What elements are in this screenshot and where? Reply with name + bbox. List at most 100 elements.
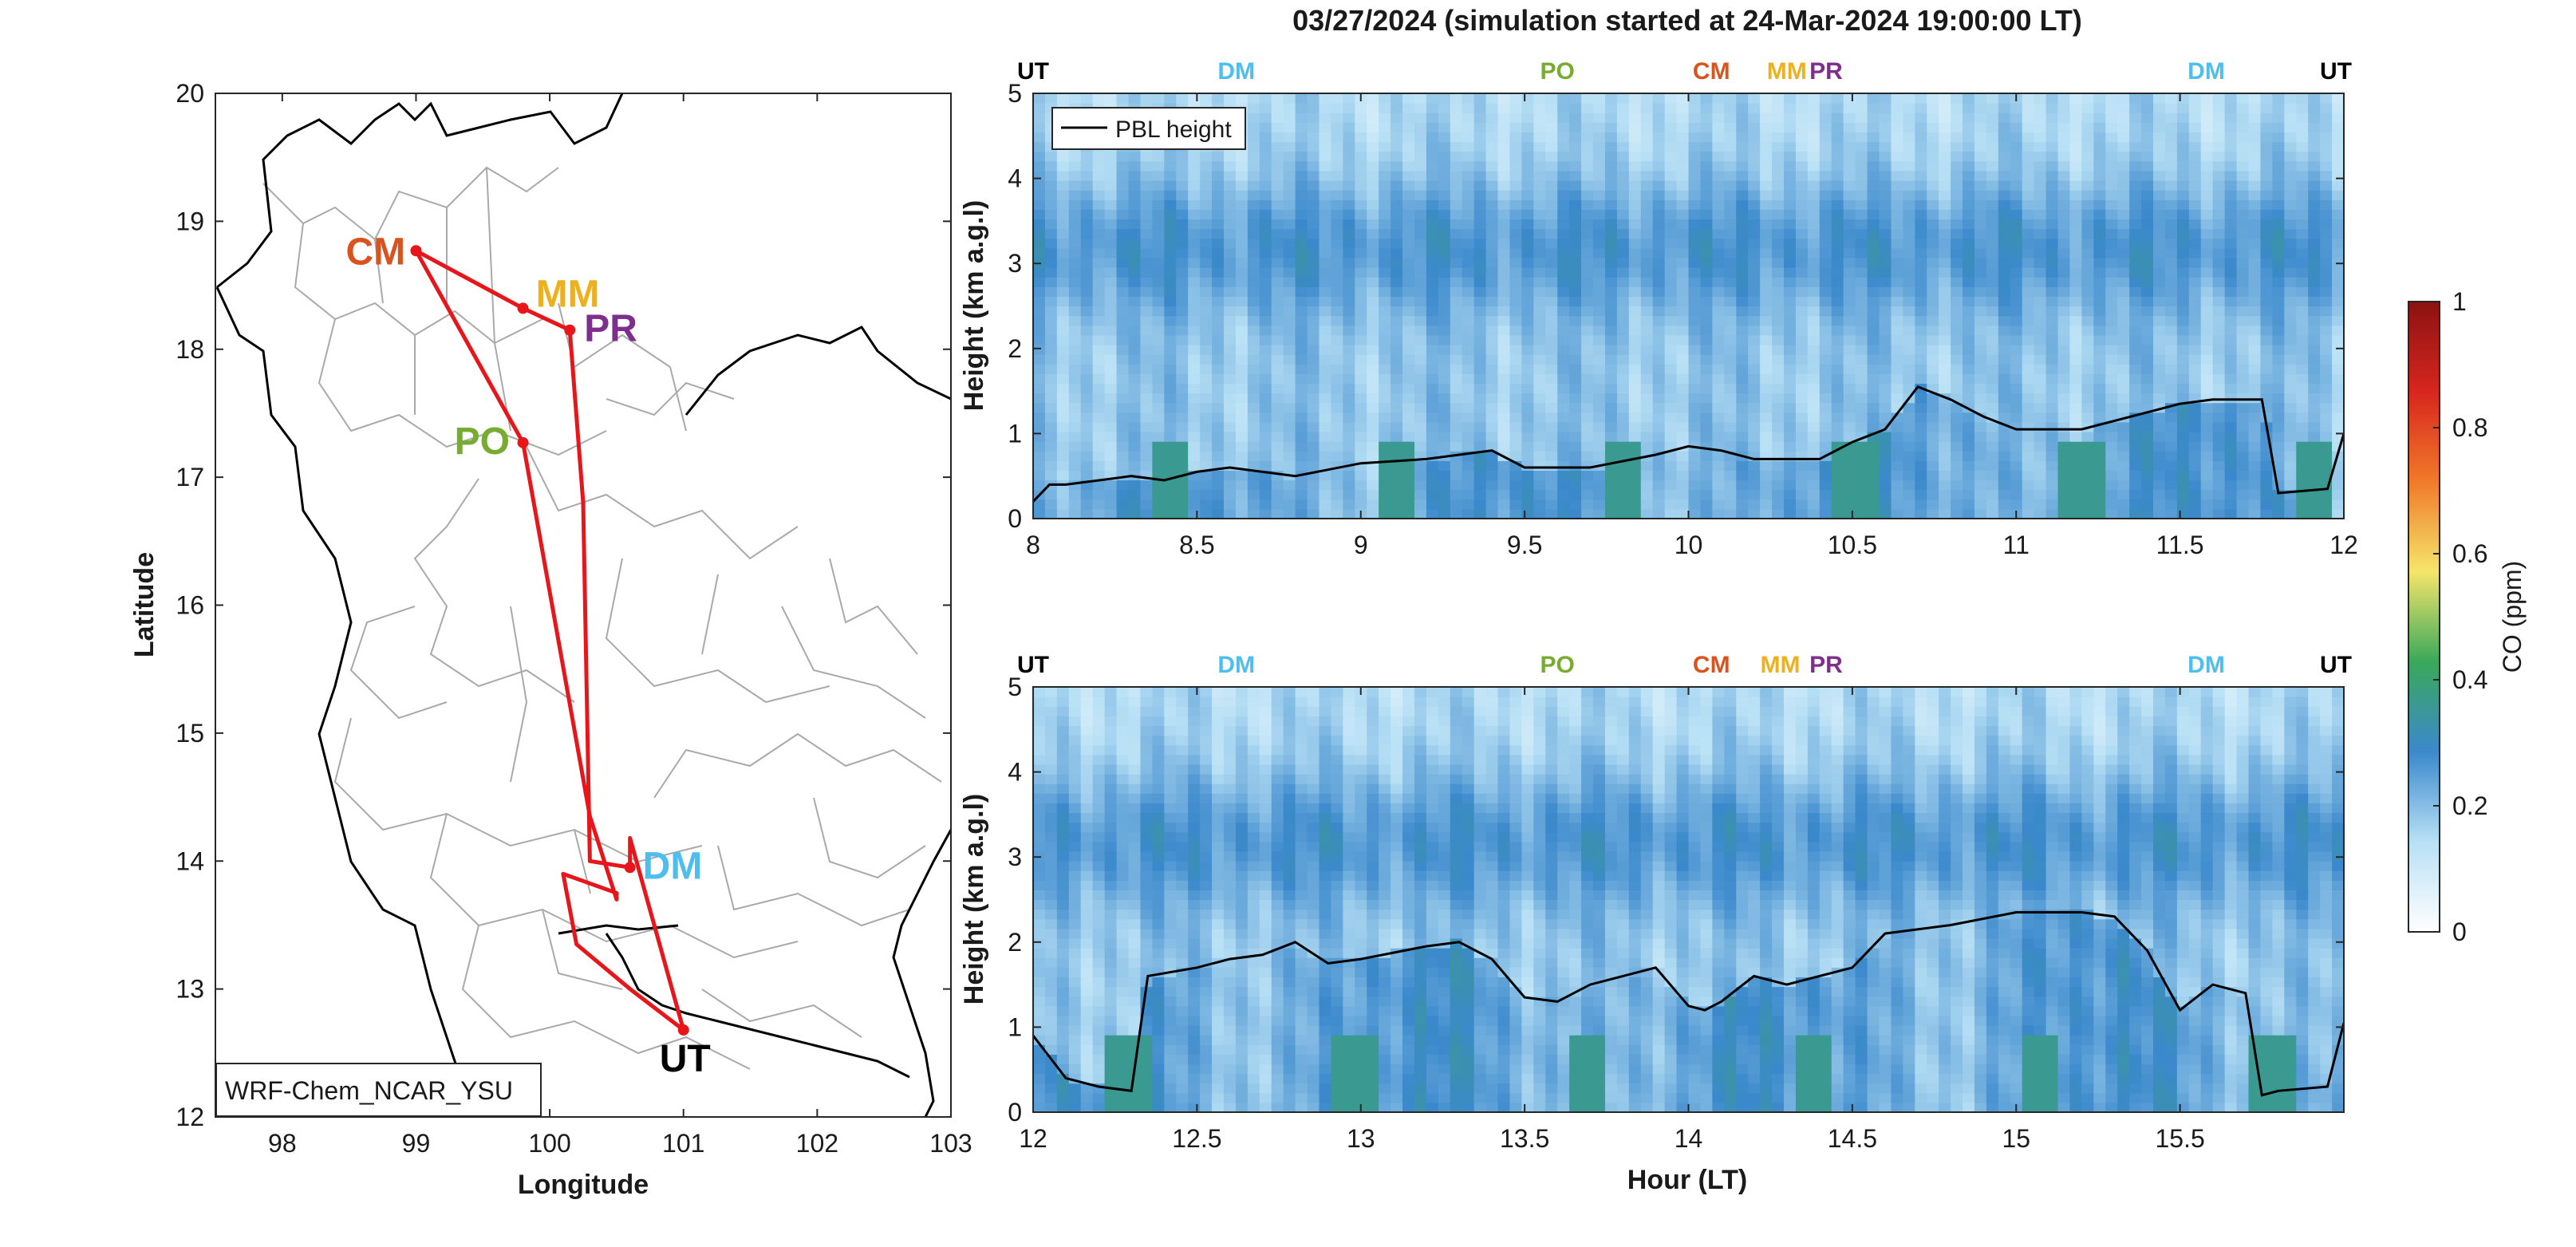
heatmap-cell xyxy=(1283,257,1296,268)
heatmap-cell xyxy=(1128,325,1142,336)
heatmap-cell xyxy=(1188,190,1201,200)
heatmap-cell xyxy=(1736,180,1749,191)
heatmap-cell xyxy=(2093,315,2106,326)
heatmap-cell xyxy=(1581,267,1594,278)
heatmap-cell xyxy=(1819,296,1832,307)
heatmap-cell xyxy=(1402,508,1415,519)
heatmap-cell xyxy=(1104,354,1118,365)
heatmap-cell xyxy=(2200,190,2214,200)
heatmap-cell xyxy=(1819,315,1832,326)
heatmap-cell xyxy=(1974,267,1987,278)
heatmap-cell xyxy=(1927,238,1939,249)
heatmap-cell xyxy=(1068,267,1082,278)
heatmap-cell xyxy=(1056,373,1070,385)
heatmap-cell xyxy=(1414,412,1427,423)
heatmap-cell xyxy=(1652,93,1666,104)
heatmap-cell xyxy=(1664,421,1678,432)
heatmap-cell xyxy=(1033,421,1046,432)
heatmap-cell xyxy=(1772,344,1785,355)
heatmap-cell xyxy=(1152,315,1165,326)
heatmap-cell xyxy=(1676,103,1690,113)
heatmap-cell xyxy=(1295,364,1308,374)
heatmap-cell xyxy=(2272,170,2285,181)
heatmap-cell xyxy=(1688,93,1702,104)
heatmap-cell xyxy=(1188,315,1201,326)
heatmap-cell xyxy=(1557,479,1570,491)
map-xtick-label: 102 xyxy=(796,1129,838,1158)
heatmap-cell xyxy=(2284,508,2297,519)
heatmap-cell xyxy=(1688,334,1702,345)
heatmap-cell xyxy=(1748,499,1761,510)
heatmap-cell xyxy=(1473,151,1487,162)
heatmap-cell xyxy=(1497,219,1511,230)
heatmap-cell xyxy=(1807,412,1821,423)
heatmap-cell xyxy=(1843,334,1856,345)
heatmap-cell xyxy=(1212,470,1225,481)
heatmap-cell xyxy=(2248,431,2262,442)
heatmap-cell xyxy=(2034,393,2047,404)
heatmap-cell xyxy=(1450,364,1463,374)
heatmap-cell xyxy=(1843,479,1856,491)
heatmap-cell xyxy=(2308,412,2321,423)
heatmap-cell xyxy=(2320,277,2333,287)
heatmap-cell xyxy=(1807,160,1821,172)
model-label-frame xyxy=(215,1063,542,1117)
heatmap-cell xyxy=(2045,344,2059,355)
heatmap-cell xyxy=(1152,277,1165,287)
heatmap-cell xyxy=(2212,180,2226,191)
heatmap-cell xyxy=(2153,209,2166,220)
heatmap-cell xyxy=(2153,364,2166,374)
heatmap-cell xyxy=(2105,238,2118,249)
heatmap-cell xyxy=(1200,402,1213,413)
heatmap-cell xyxy=(1593,364,1606,374)
heatmap-cell xyxy=(1939,199,1951,210)
heatmap-cell xyxy=(1795,354,1809,365)
heatmap-cell xyxy=(1688,267,1702,278)
heatmap-cell xyxy=(1700,190,1713,200)
heatmap-cell xyxy=(2129,373,2142,385)
heatmap-cell xyxy=(1557,209,1570,220)
heatmap-cell xyxy=(1688,286,1702,297)
heatmap-cell xyxy=(2093,209,2106,220)
heatmap-cell xyxy=(1783,421,1797,432)
heatmap-cell xyxy=(1521,334,1534,345)
heatmap-cell xyxy=(2081,160,2094,172)
heatmap-cell xyxy=(1843,431,1856,442)
heatmap-cell xyxy=(1783,103,1797,113)
heatmap-cell xyxy=(1879,238,1892,249)
heatmap-cell xyxy=(1247,441,1260,452)
heatmap-cell xyxy=(1116,431,1130,442)
heatmap-cell xyxy=(1951,412,1963,423)
heatmap-cell xyxy=(2320,257,2333,268)
heatmap-cell xyxy=(1247,277,1260,287)
heatmap-cell xyxy=(1128,199,1142,210)
heatmap-cell xyxy=(1355,393,1367,404)
heatmap-cell xyxy=(2188,451,2202,461)
heatmap-cell xyxy=(1939,180,1951,191)
heatmap-cell xyxy=(1033,315,1046,326)
heatmap-cell xyxy=(1462,431,1475,442)
heatmap-cell xyxy=(1652,267,1666,278)
heatmap-cell xyxy=(1963,383,1975,394)
heatmap-cell xyxy=(1545,209,1558,220)
heatmap-cell xyxy=(2272,132,2285,143)
heatmap-cell xyxy=(1795,238,1809,249)
heatmap-cell xyxy=(1903,479,1915,491)
heatmap-cell xyxy=(1772,132,1785,143)
heatmap-cell xyxy=(1319,112,1332,123)
heatmap-cell xyxy=(2188,122,2202,133)
heatmap-cell xyxy=(1485,354,1499,365)
heatmap-cell xyxy=(1044,499,1058,510)
heatmap-cell xyxy=(1688,315,1702,326)
heatmap-cell xyxy=(1068,160,1082,172)
heatmap-cell xyxy=(1462,315,1475,326)
xtick-label: 10 xyxy=(1675,531,1703,559)
heatmap-cell xyxy=(1974,93,1987,104)
heatmap-cell xyxy=(1569,412,1582,423)
heatmap-cell xyxy=(1783,160,1797,172)
heatmap-cell xyxy=(1092,296,1106,307)
heatmap-cell xyxy=(1092,489,1106,500)
heatmap-cell xyxy=(2272,151,2285,162)
heatmap-cell xyxy=(1927,190,1939,200)
